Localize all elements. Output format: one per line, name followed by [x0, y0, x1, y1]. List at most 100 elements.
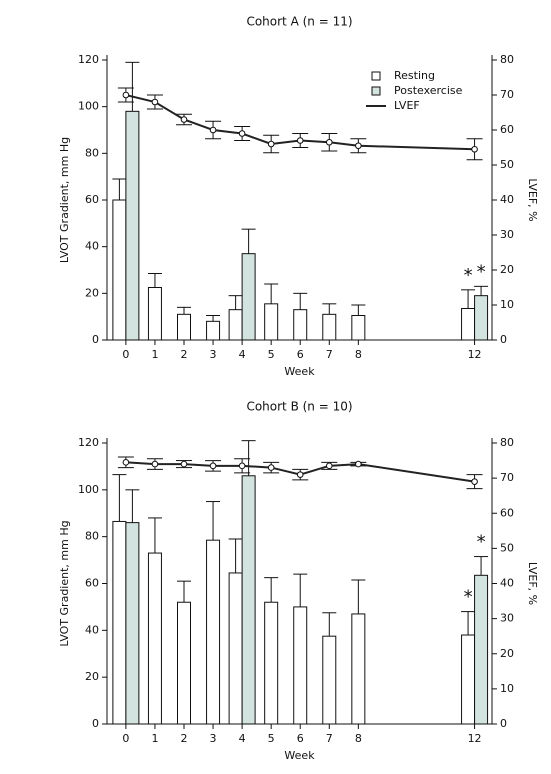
bar [461, 634, 476, 725]
x-tick-label: 8 [355, 732, 362, 745]
point [122, 91, 130, 99]
bar [351, 315, 366, 341]
y2-tick-label: 70 [500, 88, 514, 101]
x-tick-label: 0 [122, 348, 129, 361]
y2-tick-label: 50 [500, 541, 514, 554]
y2-tick-label: 80 [500, 436, 514, 449]
x-tick-label: 12 [468, 348, 482, 361]
bar [322, 635, 337, 725]
point [267, 464, 275, 471]
x-axis-label: Week [284, 749, 315, 762]
point [238, 130, 246, 137]
x-tick-label: 2 [181, 348, 188, 361]
y2-tick-label: 40 [500, 193, 514, 206]
chart-title: Cohort A (n = 11) [246, 15, 352, 29]
bar [241, 475, 256, 725]
y-tick-label: 0 [92, 717, 99, 730]
annotation: * [477, 261, 486, 282]
bar [112, 199, 127, 341]
y2-tick-label: 30 [500, 228, 514, 241]
bar [322, 313, 337, 341]
point [296, 137, 304, 144]
x-tick-label: 6 [297, 348, 304, 361]
x-tick-label: 7 [326, 732, 333, 745]
x-tick-label: 4 [239, 348, 246, 361]
point [296, 471, 304, 478]
bar [293, 606, 308, 725]
y-tick-label: 120 [78, 53, 99, 66]
annotation: * [464, 265, 473, 286]
y2-tick-label: 30 [500, 612, 514, 625]
annotation: * [464, 587, 473, 608]
y2-axis-label: LVEF, % [526, 178, 539, 221]
x-tick-label: 5 [268, 348, 275, 361]
y2-tick-label: 70 [500, 471, 514, 484]
y2-tick-label: 20 [500, 647, 514, 660]
y-tick-label: 40 [85, 240, 99, 253]
x-tick-label: 1 [151, 732, 158, 745]
legend-swatch [371, 86, 381, 96]
y2-tick-label: 10 [500, 298, 514, 311]
y2-axis-label: LVEF, % [526, 562, 539, 605]
y2-tick-label: 60 [500, 506, 514, 519]
x-tick-label: 1 [151, 348, 158, 361]
bar [112, 520, 127, 725]
legend-label: Postexercise [394, 84, 463, 97]
y-tick-label: 20 [85, 670, 99, 683]
x-tick-label: 8 [355, 348, 362, 361]
bar [177, 313, 191, 341]
y2-tick-label: 80 [500, 53, 514, 66]
point [180, 116, 188, 123]
y-tick-label: 60 [85, 577, 99, 590]
y-tick-label: 40 [85, 623, 99, 636]
point [355, 142, 362, 150]
bar [293, 309, 308, 341]
y-tick-label: 60 [85, 193, 99, 206]
bar [474, 295, 489, 341]
y2-tick-label: 40 [500, 577, 514, 590]
legend-label: Resting [394, 69, 435, 82]
x-tick-label: 3 [210, 348, 217, 361]
point [151, 460, 159, 468]
point [325, 138, 333, 146]
x-tick-label: 2 [181, 732, 188, 745]
line [125, 94, 475, 151]
x-tick-label: 5 [268, 732, 275, 745]
line [125, 461, 475, 483]
bar [177, 601, 191, 725]
x-tick-label: 4 [239, 732, 246, 745]
x-axis-label: Week [284, 365, 315, 378]
x-tick-label: 12 [468, 732, 482, 745]
y-tick-label: 100 [78, 483, 99, 496]
y-tick-label: 0 [92, 333, 99, 346]
point [122, 459, 130, 466]
point [267, 140, 275, 148]
bar [147, 552, 162, 725]
point [151, 98, 159, 106]
bar [241, 253, 256, 341]
point [355, 460, 362, 468]
y-axis-label: LVOT Gradient, mm Hg [58, 137, 71, 263]
y2-tick-label: 50 [500, 158, 514, 171]
bar [474, 574, 489, 725]
point [209, 462, 217, 470]
bar [125, 110, 140, 341]
bar [228, 572, 243, 725]
y2-tick-label: 20 [500, 263, 514, 276]
x-tick-label: 0 [122, 732, 129, 745]
y2-tick-label: 0 [500, 333, 507, 346]
point [325, 462, 333, 470]
bar [125, 522, 140, 725]
point [180, 460, 188, 468]
x-tick-label: 6 [297, 732, 304, 745]
bar [206, 320, 221, 341]
bar [206, 539, 221, 725]
y-tick-label: 20 [85, 286, 99, 299]
bar [461, 308, 476, 341]
bar [351, 613, 366, 725]
y-tick-label: 120 [78, 436, 99, 449]
y2-tick-label: 0 [500, 717, 507, 730]
bar [264, 303, 279, 341]
